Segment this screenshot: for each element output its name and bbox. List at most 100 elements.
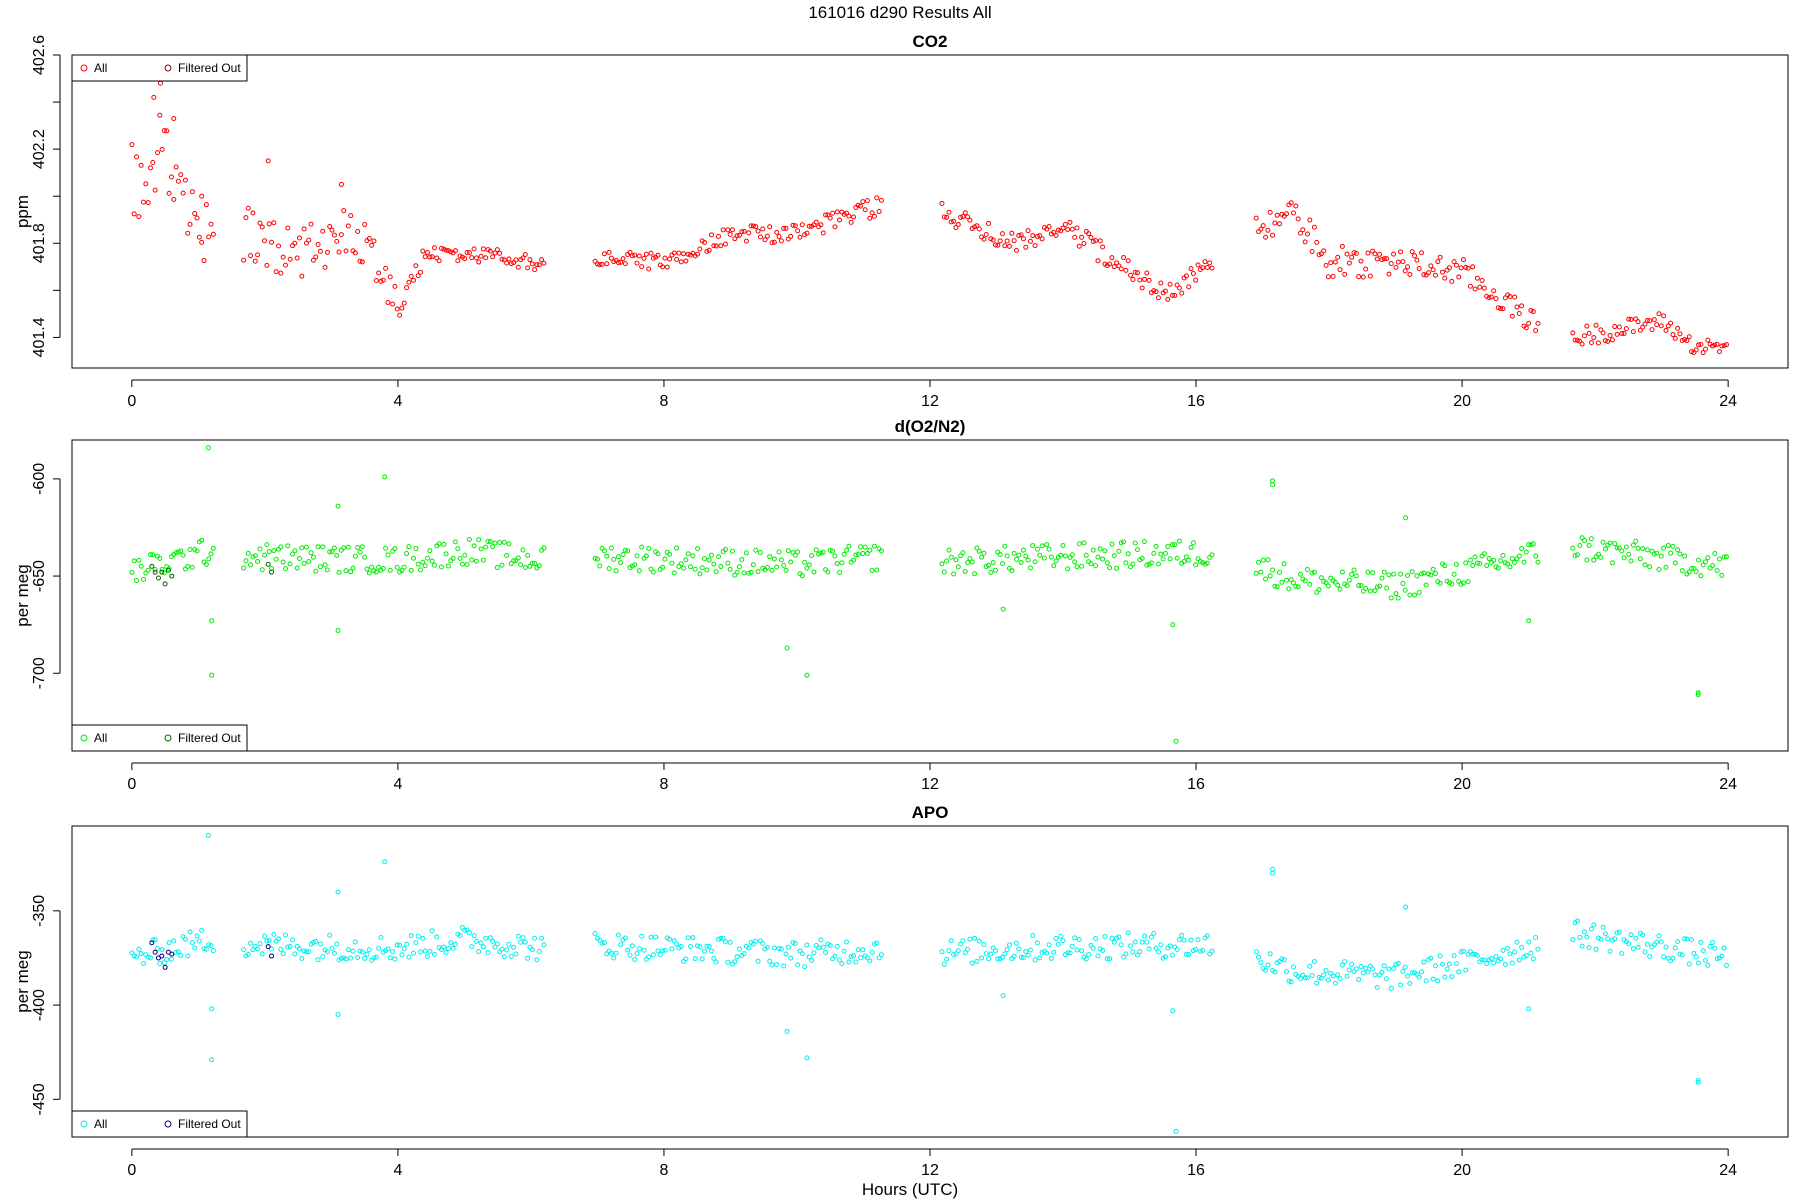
- co2-plot-frame: [71, 54, 1789, 369]
- apo-point: [1314, 980, 1320, 986]
- apo-point: [783, 951, 789, 957]
- o2n2-point: [1703, 559, 1709, 565]
- co2-point: [1076, 243, 1082, 249]
- o2n2-point: [741, 570, 747, 576]
- apo-point: [394, 942, 400, 948]
- co2-point: [1037, 233, 1043, 239]
- apo-point: [1467, 949, 1473, 955]
- co2-point: [608, 255, 614, 261]
- co2-point: [729, 227, 735, 233]
- o2n2-point: [441, 541, 447, 547]
- co2-point: [157, 112, 163, 118]
- co2-point: [799, 222, 805, 228]
- apo-point: [259, 951, 265, 957]
- apo-point: [657, 952, 663, 958]
- o2n2-point: [383, 545, 389, 551]
- co2-y-tick-label: 401.8: [31, 223, 48, 263]
- o2n2-point: [443, 551, 449, 557]
- apo-point: [1519, 945, 1525, 951]
- apo-point: [1626, 941, 1632, 947]
- co2-point: [324, 249, 330, 255]
- o2n2-point: [283, 566, 289, 572]
- apo-y-tick-label: -350: [31, 895, 48, 927]
- o2n2-point: [382, 474, 388, 480]
- o2n2-point: [727, 566, 733, 572]
- co2-point: [851, 214, 857, 220]
- co2-point: [1514, 304, 1520, 310]
- apo-point: [1034, 940, 1040, 946]
- co2-point: [1486, 295, 1492, 301]
- apo-point: [420, 935, 426, 941]
- apo-point: [715, 936, 721, 942]
- co2-point: [1602, 338, 1608, 344]
- apo-point: [692, 956, 698, 962]
- apo-point: [208, 943, 214, 949]
- co2-point: [201, 258, 207, 264]
- o2n2-filtered-point: [149, 563, 155, 569]
- apo-point: [1470, 951, 1476, 957]
- o2n2-point: [157, 555, 163, 561]
- co2-point: [1121, 255, 1127, 261]
- co2-point: [706, 247, 712, 253]
- apo-point: [250, 947, 256, 953]
- apo-legend-all-marker: [80, 1120, 88, 1128]
- apo-point: [1528, 950, 1534, 956]
- apo-point: [1654, 939, 1660, 945]
- co2-point: [1535, 320, 1541, 326]
- o2n2-point: [1600, 539, 1606, 545]
- o2n2-point: [529, 560, 535, 566]
- apo-point: [1107, 956, 1113, 962]
- o2n2-point: [371, 568, 377, 574]
- co2-point: [189, 189, 195, 195]
- co2-point: [1067, 219, 1073, 225]
- apo-point: [636, 946, 642, 952]
- co2-point: [499, 256, 505, 262]
- co2-point: [541, 260, 547, 266]
- o2n2-point: [1323, 580, 1329, 586]
- o2n2-point: [1256, 559, 1262, 565]
- apo-point: [376, 945, 382, 951]
- co2-point: [373, 278, 379, 284]
- apo-point: [618, 942, 624, 948]
- o2n2-point: [329, 549, 335, 555]
- o2n2-point: [387, 567, 393, 573]
- co2-point: [1265, 227, 1271, 233]
- o2n2-point: [429, 558, 435, 564]
- apo-point: [1360, 970, 1366, 976]
- o2n2-point: [1034, 546, 1040, 552]
- apo-point: [1135, 952, 1141, 958]
- o2n2-point: [1032, 559, 1038, 565]
- co2-point: [1339, 243, 1345, 249]
- o2n2-point: [1130, 561, 1136, 567]
- o2n2-point: [1274, 584, 1280, 590]
- apo-point: [462, 927, 468, 933]
- o2n2-point: [1148, 560, 1154, 566]
- apo-point: [1281, 957, 1287, 963]
- o2n2-point: [289, 551, 295, 557]
- o2n2-point: [1628, 558, 1634, 564]
- co2-point: [327, 224, 333, 230]
- apo-point: [639, 933, 645, 939]
- o2n2-point: [252, 553, 258, 559]
- apo-point: [1183, 951, 1189, 957]
- o2n2-point: [825, 569, 831, 575]
- co2-point: [1628, 317, 1634, 323]
- o2n2-point: [655, 551, 661, 557]
- co2-point: [1677, 331, 1683, 337]
- co2-point: [536, 262, 542, 268]
- co2-point: [1314, 239, 1320, 245]
- o2n2-point: [1114, 565, 1120, 571]
- o2n2-x-tick-label: 12: [921, 776, 939, 793]
- apo-point: [725, 959, 731, 965]
- co2-point: [1274, 212, 1280, 218]
- co2-point: [1009, 230, 1015, 236]
- o2n2-point: [1500, 553, 1506, 559]
- co2-point: [313, 254, 319, 260]
- co2-point: [522, 252, 528, 258]
- apo-point: [1516, 957, 1522, 963]
- co2-point: [171, 196, 177, 202]
- o2n2-point: [1139, 555, 1145, 561]
- o2n2-point: [1172, 542, 1178, 548]
- co2-point: [1321, 248, 1327, 254]
